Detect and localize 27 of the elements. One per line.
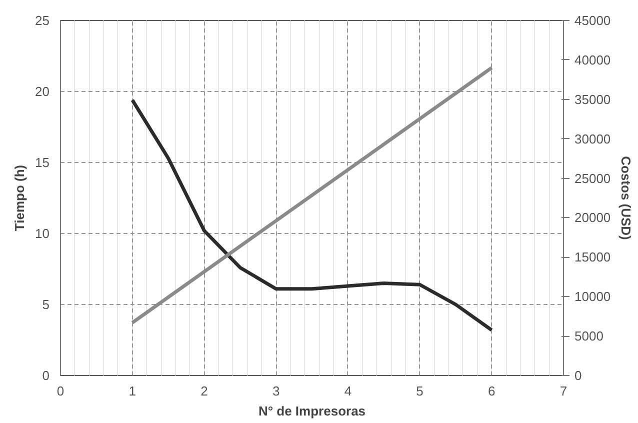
y2-tick-label: 35000: [574, 92, 611, 107]
x-tick-label: 6: [488, 384, 496, 398]
y-tick-label: 0: [42, 368, 50, 383]
y2-axis-title: Costos (USD): [618, 156, 634, 240]
y2-tick-label: 5000: [574, 328, 604, 344]
y2-tick-label: 0: [574, 368, 582, 383]
y-tick-label: 5: [42, 297, 50, 312]
y-tick-label: 20: [35, 84, 50, 99]
x-tick-label: 1: [128, 384, 136, 398]
y2-tick-label: 10000: [574, 289, 611, 304]
x-axis-title: N° de Impresoras: [258, 404, 366, 418]
x-tick-label: 2: [200, 384, 208, 398]
y-axis-title: Tiempo (h): [12, 164, 28, 232]
y-tick-label: 10: [35, 226, 50, 241]
x-tick-label: 5: [416, 384, 424, 398]
y2-tick-label: 15000: [574, 250, 611, 265]
y2-tick-label: 20000: [574, 210, 611, 226]
x-tick-label: 0: [56, 384, 64, 398]
y-tick-label: 15: [35, 155, 50, 170]
y-tick-label: 25: [35, 13, 50, 28]
y2-tick-label: 40000: [574, 52, 611, 68]
y2-tick-label: 30000: [574, 131, 611, 146]
x-tick-label: 7: [560, 384, 568, 398]
y2-tick-label: 45000: [574, 13, 611, 28]
x-tick-label: 3: [272, 384, 280, 398]
x-tick-label: 4: [344, 384, 352, 398]
y2-tick-label: 25000: [574, 170, 611, 186]
